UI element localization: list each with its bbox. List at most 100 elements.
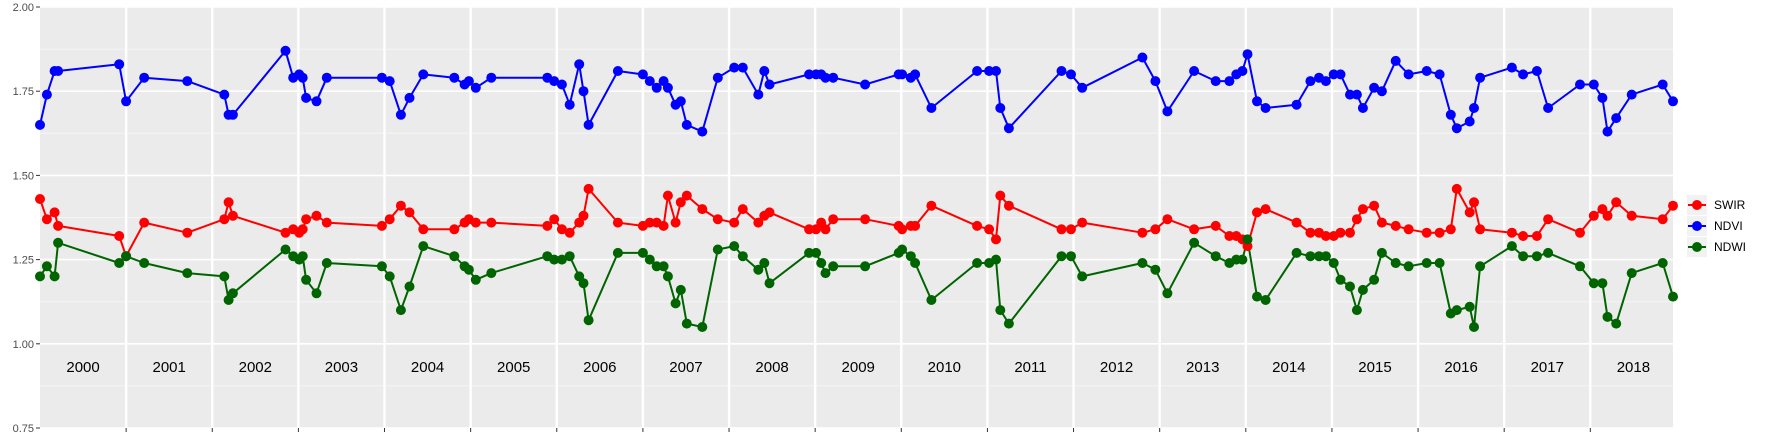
data-point-swir (1066, 224, 1076, 235)
data-point-ndvi (121, 96, 132, 107)
data-point-ndvi (860, 79, 871, 90)
data-point-ndwi (637, 247, 648, 258)
data-point-ndwi (1189, 237, 1200, 248)
data-point-ndwi (1518, 251, 1529, 262)
data-point-swir (662, 190, 673, 201)
data-point-swir (1588, 210, 1599, 221)
year-label: 2014 (1272, 359, 1305, 376)
data-point-ndvi (820, 72, 831, 83)
data-point-swir (321, 217, 332, 228)
data-point-ndwi (1237, 254, 1248, 265)
data-point-swir (1475, 224, 1486, 235)
data-point-ndvi (376, 72, 387, 83)
data-point-ndwi (1403, 261, 1414, 272)
data-point-ndwi (384, 271, 395, 282)
data-point-ndwi (1597, 278, 1608, 289)
data-point-ndvi (1150, 76, 1161, 87)
data-point-swir (1434, 227, 1445, 238)
data-point-ndwi (681, 318, 692, 329)
data-point-swir (41, 214, 52, 225)
data-point-ndvi (227, 109, 238, 120)
data-point-ndwi (972, 258, 983, 268)
data-point-ndvi (182, 76, 193, 87)
data-point-swir (1077, 217, 1088, 228)
data-point-swir (470, 217, 481, 228)
data-point-ndvi (578, 86, 589, 97)
legend-label-ndvi: NDVI (1714, 219, 1743, 233)
data-point-swir (376, 220, 387, 231)
y-tick-label: 1.25 (13, 255, 34, 267)
data-point-ndwi (182, 268, 193, 279)
data-point-swir (1189, 224, 1200, 235)
data-point-ndwi (764, 278, 775, 289)
data-point-ndvi (1066, 69, 1076, 80)
data-point-ndvi (1305, 76, 1316, 87)
data-point-ndvi (1611, 113, 1622, 124)
data-point-ndvi (549, 76, 560, 87)
data-point-ndvi (35, 119, 45, 130)
data-point-ndwi (35, 271, 45, 282)
legend-key-point (1692, 242, 1702, 252)
data-point-swir (1137, 227, 1148, 238)
data-point-ndvi (139, 72, 150, 83)
data-point-ndwi (41, 261, 52, 272)
data-point-ndvi (297, 72, 308, 83)
data-point-ndvi (972, 66, 983, 76)
year-label: 2000 (66, 359, 99, 376)
data-point-ndvi (418, 69, 429, 80)
data-point-swir (764, 207, 775, 218)
data-point-ndvi (991, 66, 1001, 76)
data-point-ndwi (697, 322, 708, 332)
year-label: 2007 (669, 359, 702, 376)
data-point-swir (280, 227, 291, 238)
data-point-swir (991, 234, 1001, 245)
data-point-ndvi (114, 59, 125, 70)
data-point-ndvi (1237, 66, 1248, 76)
data-point-ndwi (1626, 268, 1637, 279)
data-point-ndwi (1451, 305, 1462, 316)
data-point-swir (1403, 224, 1414, 235)
data-point-ndvi (574, 59, 585, 70)
data-point-ndvi (1445, 109, 1456, 120)
data-point-swir (1506, 227, 1517, 238)
data-point-ndvi (1469, 103, 1479, 113)
data-point-swir (395, 200, 406, 211)
data-point-ndvi (651, 82, 662, 93)
data-point-ndwi (1376, 247, 1387, 258)
data-point-swir (1357, 204, 1368, 215)
data-point-swir (670, 217, 681, 228)
data-point-ndvi (384, 76, 395, 87)
data-point-ndvi (556, 79, 567, 90)
year-label: 2011 (1014, 359, 1046, 376)
data-point-ndvi (612, 66, 623, 76)
data-point-swir (658, 220, 669, 231)
data-point-ndvi (1668, 96, 1678, 107)
data-point-ndvi (219, 89, 230, 100)
data-point-ndwi (670, 298, 681, 309)
data-point-ndvi (463, 76, 474, 87)
y-tick-label: 1.75 (13, 86, 34, 98)
data-point-ndwi (651, 261, 662, 272)
data-point-ndwi (121, 251, 132, 262)
data-point-ndvi (828, 72, 839, 83)
data-point-swir (926, 200, 937, 211)
data-point-swir (1291, 217, 1302, 228)
year-label: 2002 (239, 359, 272, 376)
data-point-ndwi (1602, 311, 1613, 322)
data-point-swir (1369, 200, 1380, 211)
data-point-swir (223, 197, 234, 208)
data-point-ndwi (811, 247, 821, 258)
data-point-ndwi (820, 268, 831, 279)
data-point-ndwi (1242, 234, 1253, 245)
data-point-ndvi (311, 96, 322, 107)
data-point-ndwi (662, 271, 673, 282)
data-point-ndwi (311, 288, 322, 299)
year-label: 2012 (1100, 359, 1133, 376)
data-point-ndwi (1421, 258, 1432, 268)
y-tick-label: 2.00 (13, 2, 34, 14)
data-point-ndwi (1357, 284, 1368, 295)
y-tick-label: 0.75 (13, 423, 34, 435)
data-point-swir (1668, 200, 1678, 211)
data-point-swir (1150, 224, 1161, 235)
